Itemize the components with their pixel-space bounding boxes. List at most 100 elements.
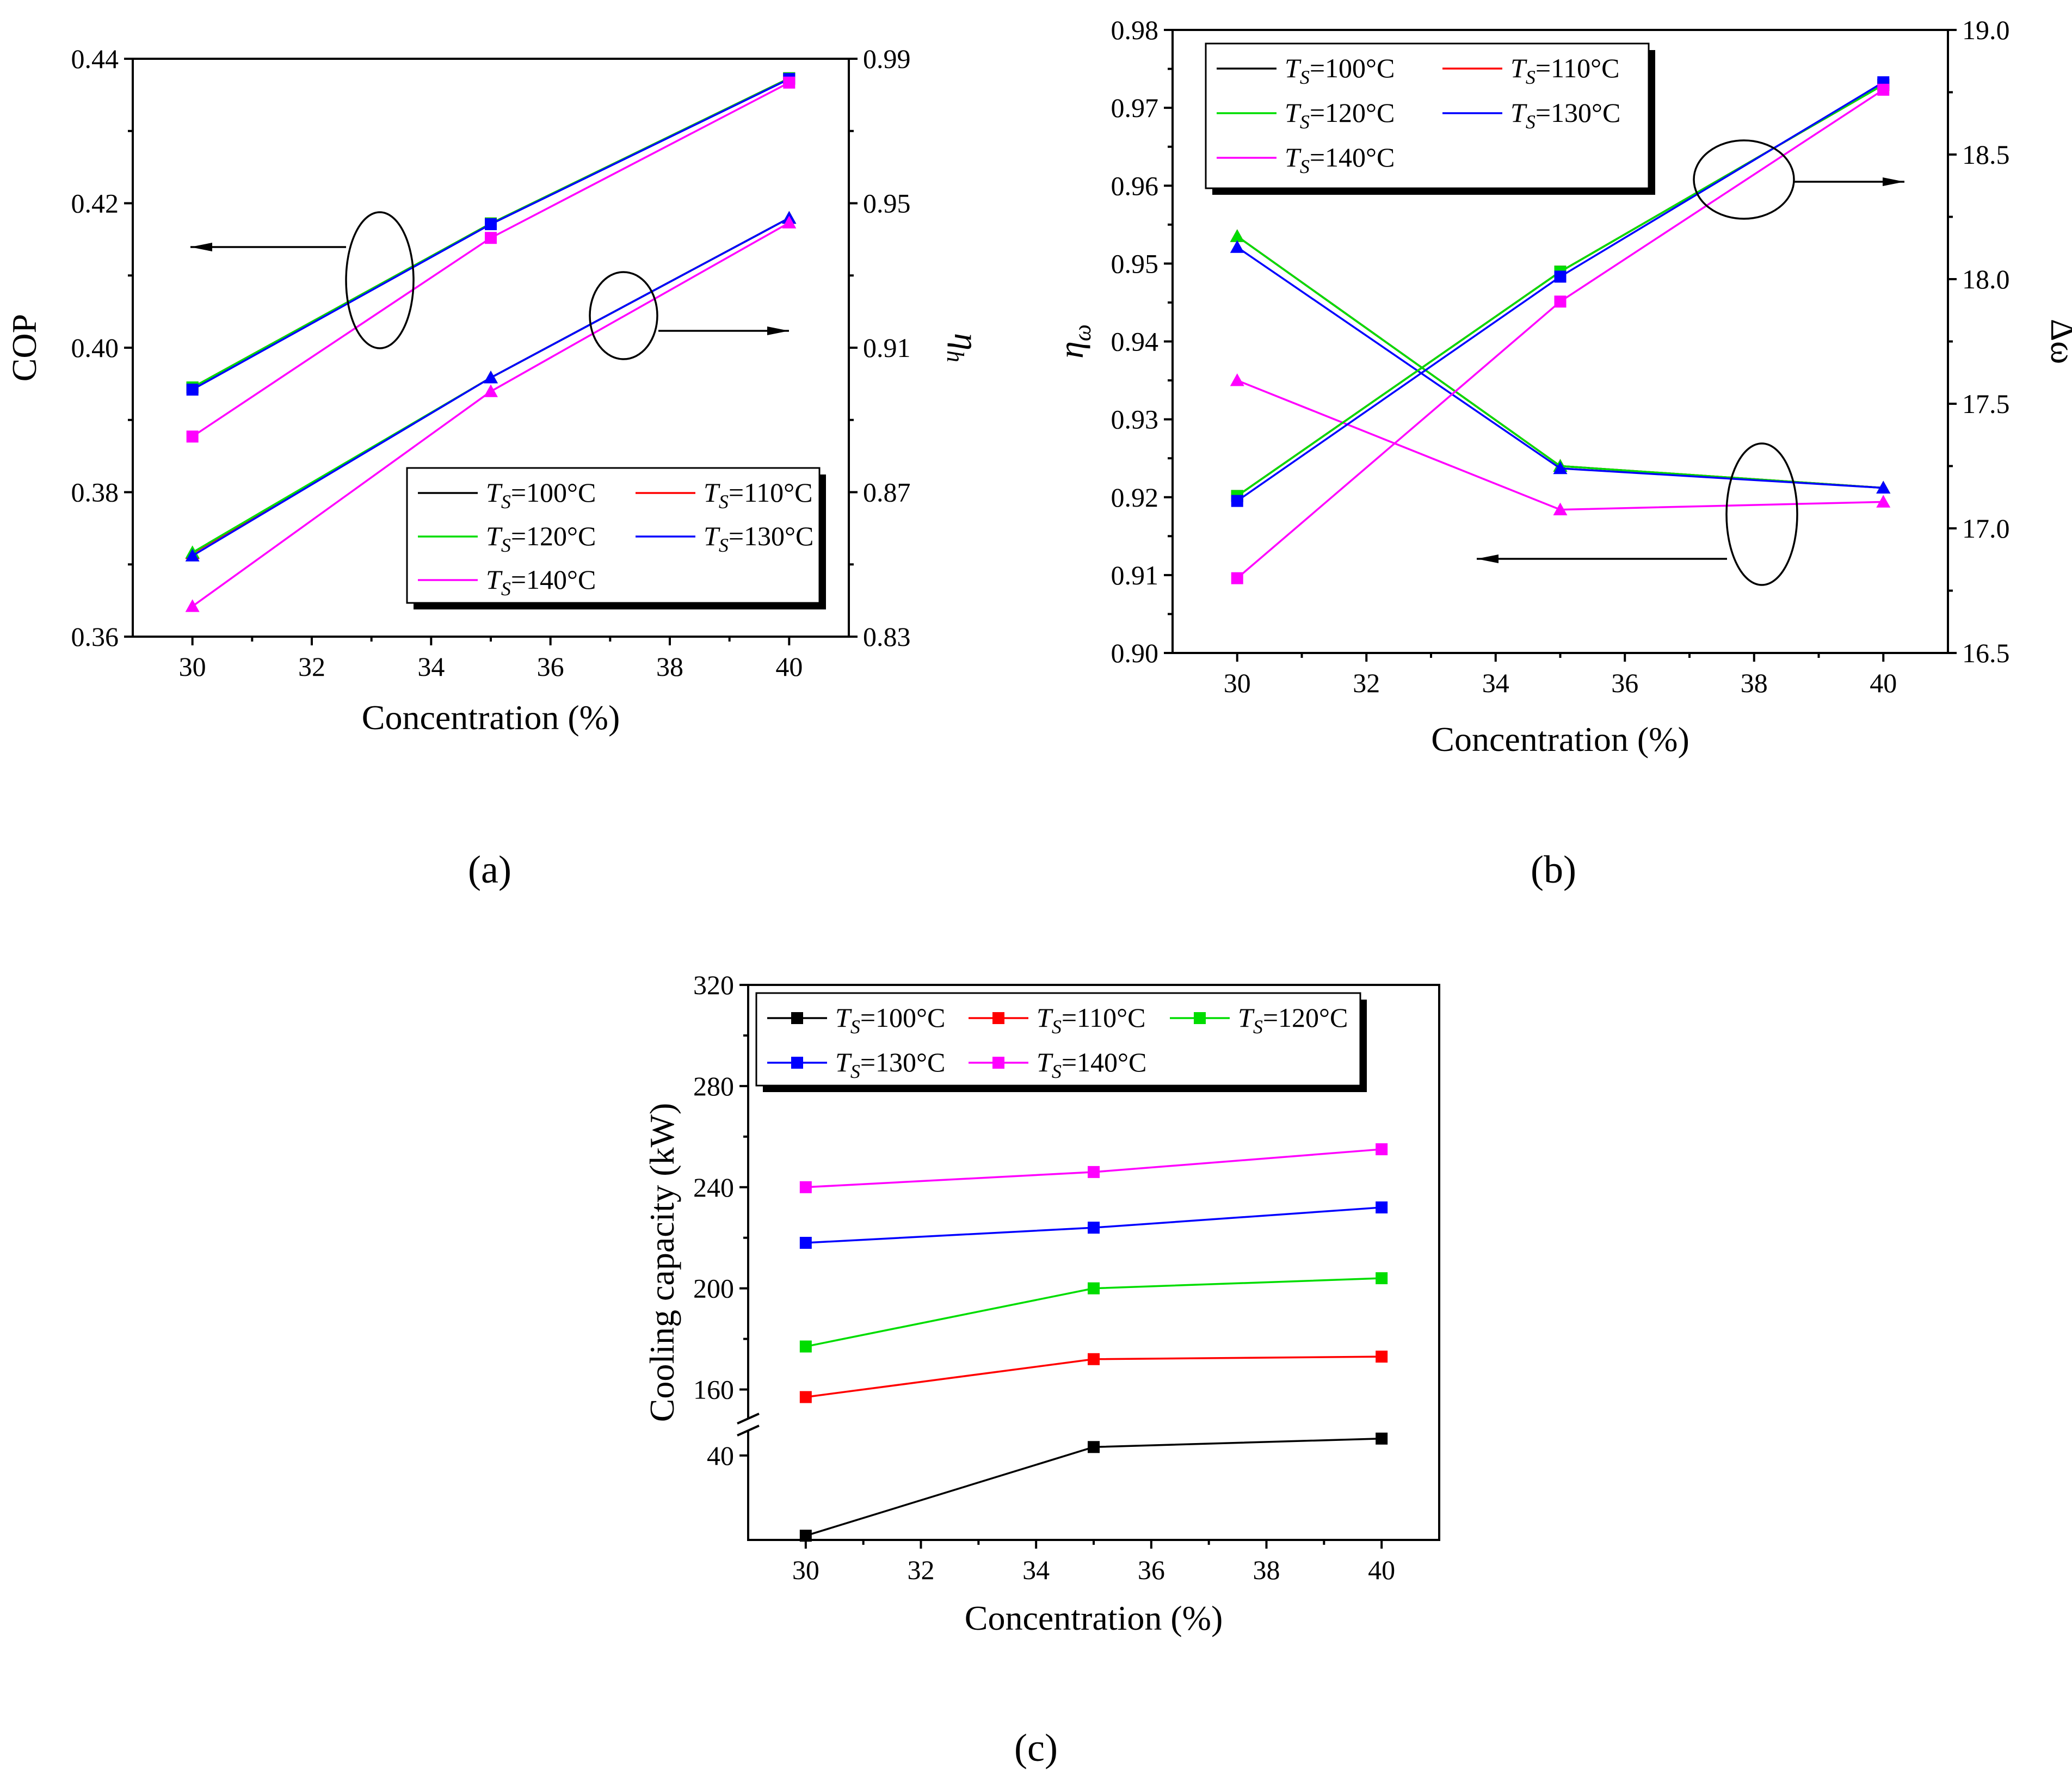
a-data-point (186, 383, 199, 396)
a-x-tick-label: 34 (417, 651, 445, 682)
b-data-point (1231, 495, 1243, 507)
c-data-point (1376, 1432, 1388, 1445)
a-data-point (185, 548, 200, 562)
b-data-point (1553, 461, 1568, 474)
c-y-tick-label: 160 (693, 1375, 734, 1405)
a-data-point (185, 599, 200, 612)
c-y-tick-label: 40 (707, 1440, 734, 1471)
b-y-tick-label: 16.5 (1962, 638, 2010, 668)
b-data-point (1230, 373, 1244, 386)
b-legend-label: TS=100°C (1285, 53, 1395, 88)
c-legend-label: TS=120°C (1238, 1002, 1348, 1038)
c-x-tick-label: 38 (1253, 1555, 1280, 1585)
b-data-point (1231, 572, 1243, 584)
a-y-axis-label: COP (5, 314, 44, 382)
b-x-tick-label: 34 (1482, 668, 1509, 698)
a-x-tick-label: 30 (179, 651, 206, 682)
c-legend-box (755, 992, 1361, 1087)
c-data-point (1088, 1222, 1100, 1234)
a-series-line (192, 82, 790, 437)
a-legend-label: TS=140°C (486, 564, 596, 600)
chart-a: 30 32 34 36 38 40 Concentration (%) 0.36 0.38 0.4… (5, 44, 986, 737)
a-data-point (783, 76, 795, 89)
a-y-tick-label: 0.87 (863, 477, 911, 508)
a-x-tick-label: 36 (537, 651, 564, 682)
a-data-point (186, 430, 199, 443)
c-data-point (1088, 1166, 1100, 1178)
c-y-tick-label: 240 (693, 1172, 734, 1203)
a-y-tick-label: 0.40 (71, 332, 119, 363)
chart-b: 30 32 34 36 38 40 Concentration (%) 0.90 0.91 0.9… (1052, 15, 2072, 759)
a-legend-label: TS=130°C (704, 521, 813, 556)
a-y-tick-label: 0.83 (863, 621, 911, 652)
b-x-tick-label: 32 (1353, 668, 1380, 698)
b-legend-box (1205, 42, 1650, 189)
a-y-tick-label: 0.99 (863, 44, 911, 74)
b-annotation-ellipse-dw (1693, 139, 1795, 220)
a-x-tick-label: 32 (298, 651, 325, 682)
c-data-point (1088, 1441, 1100, 1453)
a-arrow-left-head (190, 243, 212, 251)
b-legend-label: TS=110°C (1510, 53, 1620, 88)
c-legend-label: TS=130°C (835, 1047, 945, 1082)
a-data-point (485, 218, 497, 230)
c-axis-break-mark (737, 1425, 760, 1437)
b-legend-label: TS=130°C (1510, 97, 1620, 133)
a-annotation-ellipse-eta (589, 271, 658, 360)
c-data-point (1376, 1351, 1388, 1363)
c-data-point (799, 1237, 812, 1249)
b-annotation-ellipse-eta (1725, 442, 1798, 586)
a-arrow-right-head (767, 326, 789, 335)
c-data-point (799, 1181, 812, 1193)
b-data-point (1554, 270, 1567, 283)
b-y-tick-label: 0.94 (1111, 326, 1159, 357)
b-data-point (1230, 229, 1244, 242)
c-y-tick-label: 280 (693, 1071, 734, 1101)
b-series-line (1236, 246, 1884, 489)
c-y-tick-label: 320 (693, 970, 734, 1000)
panel-label-c: (c) (1014, 1726, 1058, 1770)
b-data-point (1230, 240, 1244, 253)
a-x-tick-label: 40 (775, 651, 803, 682)
b-series-line (1237, 379, 1884, 511)
c-legend-marker (1194, 1012, 1206, 1024)
b-x-axis-label: Concentration (%) (1431, 720, 1689, 759)
panel-label-b: (b) (1531, 848, 1576, 891)
c-x-tick-label: 36 (1138, 1555, 1165, 1585)
c-data-point (1088, 1282, 1100, 1295)
a-y-tick-label: 0.44 (71, 44, 119, 74)
a-x-axis-label: Concentration (%) (362, 698, 620, 737)
b-data-point (1877, 83, 1890, 96)
b-data-point (1876, 495, 1891, 508)
a-y-tick-label: 0.36 (71, 621, 119, 652)
b-y-tick-label: 0.92 (1111, 482, 1159, 513)
c-legend-label: TS=140°C (1037, 1047, 1146, 1082)
b-x-tick-label: 38 (1741, 668, 1768, 698)
a-y-tick-label: 0.91 (863, 332, 911, 363)
a-legend-label: TS=100°C (486, 477, 596, 513)
b-y-tick-label: 19.0 (1962, 15, 2010, 45)
c-x-tick-label: 34 (1022, 1555, 1050, 1585)
c-legend-marker (791, 1057, 803, 1069)
b-y-tick-label: 18.5 (1962, 139, 2010, 170)
b-y-tick-label: 18.0 (1962, 264, 2010, 294)
panel-label-a: (a) (468, 848, 511, 891)
c-data-point (1376, 1272, 1388, 1285)
c-axis-break-mark (737, 1413, 760, 1425)
c-legend-marker (992, 1012, 1004, 1024)
c-x-tick-label: 40 (1368, 1555, 1395, 1585)
a-legend-label: TS=110°C (704, 477, 813, 513)
c-data-point (1376, 1201, 1388, 1213)
c-x-axis-label: Concentration (%) (965, 1599, 1223, 1637)
b-data-point (1876, 480, 1891, 494)
b-y-axis-label: ηω (1052, 324, 1096, 359)
a-data-point (782, 215, 797, 229)
a-y-tick-label: 0.38 (71, 477, 119, 508)
b-arrow-left-head (1477, 554, 1498, 563)
b-legend-label: TS=120°C (1285, 97, 1395, 133)
b-data-point (1553, 502, 1568, 516)
b-y-tick-label: 0.91 (1111, 560, 1159, 590)
b-y-tick-label: 0.96 (1111, 170, 1159, 201)
a-annotation-ellipse-cop (345, 211, 415, 349)
a-data-point (484, 371, 498, 384)
